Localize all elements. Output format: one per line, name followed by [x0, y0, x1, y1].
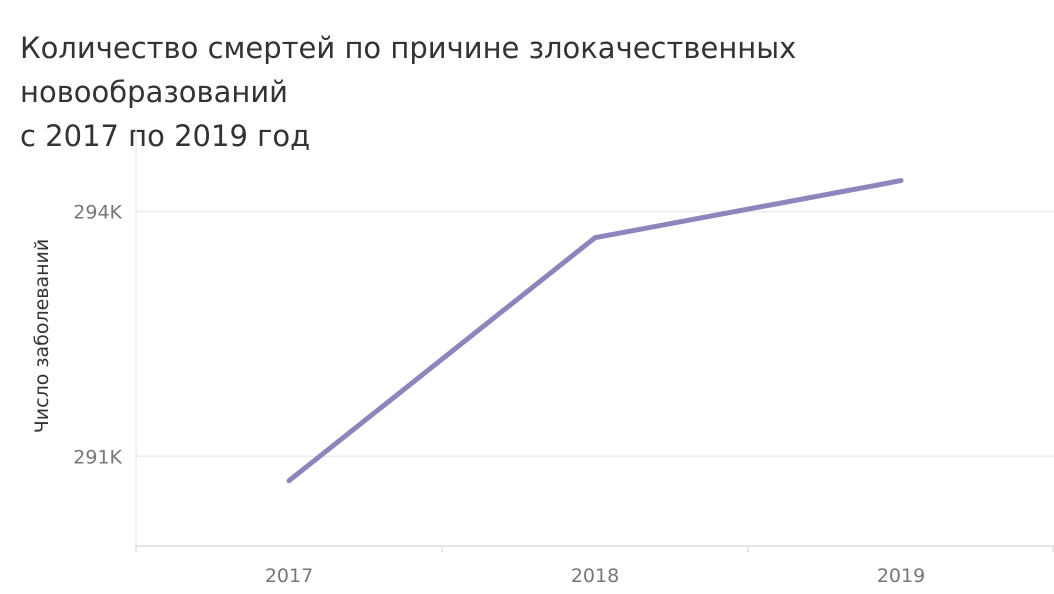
- series-line: [287, 178, 902, 483]
- y-tick-label: 294K: [73, 202, 122, 224]
- data-point[interactable]: [898, 178, 904, 184]
- series-layer: [286, 178, 904, 484]
- axes: [135, 130, 1054, 552]
- chart-title: Количество смертей по причине злокачеств…: [20, 26, 1040, 158]
- data-point[interactable]: [592, 235, 598, 241]
- data-point[interactable]: [286, 478, 292, 484]
- x-tick-label: 2018: [571, 565, 619, 587]
- x-tick-label: 2019: [877, 565, 925, 587]
- tick-labels: 291K 294K 2017 2018 2019: [73, 202, 925, 587]
- grid-lines: [136, 210, 1054, 458]
- y-tick-label: 291K: [73, 446, 122, 468]
- chart-title-line-2: с 2017 по 2019 год: [20, 119, 311, 153]
- x-tick-label: 2017: [265, 565, 313, 587]
- y-axis-label: Число заболеваний: [31, 239, 53, 434]
- chart-title-line-1: Количество смертей по причине злокачеств…: [20, 31, 797, 109]
